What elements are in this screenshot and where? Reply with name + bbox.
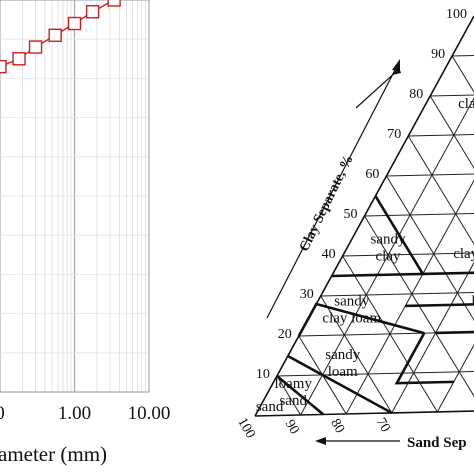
sand-gridline [429, 95, 474, 170]
sand-gridline [276, 375, 302, 416]
region-label-sand: sand [256, 399, 284, 415]
clay-tick-label: 80 [409, 87, 423, 102]
clay-tick-label: 90 [431, 47, 445, 62]
x-tick-label: 0 [0, 403, 5, 424]
clay-tick-label: 50 [344, 207, 358, 222]
clay-arrow-long [266, 59, 400, 319]
x-tick-label: 1.00 [58, 403, 91, 424]
clay-tick-label: 100 [446, 7, 467, 22]
grain-size-chart: 0 1.00 10.00 ameter (mm) [0, 0, 170, 466]
texture-boundary [331, 272, 423, 278]
clay-ticks: 10 20 30 40 50 60 70 80 90 100 [256, 7, 467, 382]
sand-gridline [364, 215, 474, 398]
texture-boundary [435, 330, 474, 335]
region-label-clay-2: clay [453, 246, 474, 262]
series-markers [0, 0, 121, 74]
sand-gridline [407, 135, 474, 246]
texture-boundaries [276, 195, 474, 416]
region-label-sandy-clay: clay [376, 249, 401, 265]
sand-tick-label: 90 [282, 417, 302, 437]
region-label-loamy-sand: sand [279, 393, 307, 409]
clay-gridline [386, 173, 474, 177]
region-labels: clasandyclayclaysandyclay loamloasandylo… [256, 96, 474, 415]
sand-ticks: 100 90 80 70 [234, 415, 393, 441]
clay-tick-label: 70 [387, 127, 401, 142]
region-label-sandy-clay-loam: sandy [334, 294, 369, 310]
data-point [0, 59, 7, 74]
region-label-sandy-clay: sandy [371, 232, 406, 248]
triangle-edge [254, 15, 474, 417]
region-label-sandy-loam: loam [328, 364, 358, 380]
texture-boundary [405, 303, 474, 308]
data-point [28, 40, 43, 54]
clay-gridline [276, 371, 474, 377]
triangle-edge [254, 410, 474, 417]
region-label-sandy-loam: sandy [325, 347, 360, 363]
clay-tick-label: 30 [300, 287, 314, 302]
clay-tick-label: 10 [256, 367, 270, 382]
clay-tick-label: 60 [365, 167, 379, 182]
texture-boundary [297, 302, 425, 337]
sand-axis-arrow [315, 437, 400, 445]
data-point [67, 16, 82, 31]
clay-tick-label: 20 [278, 327, 292, 342]
x-axis-label: ameter (mm) [0, 442, 107, 466]
x-tick-label: 10.00 [128, 403, 171, 424]
clay-gridline [320, 292, 474, 297]
clay-axis-label-group: Clay Separate, % [297, 153, 357, 254]
clay-arrow [355, 64, 401, 109]
plot-frame [0, 0, 150, 393]
texture-boundary [422, 271, 474, 276]
clay-gridline [452, 55, 474, 57]
texture-boundary [287, 354, 393, 415]
region-label-loamy-sand: loamy [274, 376, 312, 392]
silt-gridline [436, 343, 474, 413]
data-point [107, 0, 121, 7]
x-tick-labels: 0 1.00 10.00 [0, 403, 170, 424]
clay-tick-label: 40 [322, 247, 336, 262]
texture-boundary [374, 195, 424, 275]
clay-gridline [408, 134, 474, 137]
data-point [48, 28, 62, 42]
sand-axis-label: Sand Sep [407, 435, 467, 451]
soil-texture-triangle: 10 20 30 40 50 60 70 80 90 100 100 90 80 70 cla sandy… [234, 7, 474, 451]
sand-gridline [342, 255, 438, 413]
texture-boundary [394, 332, 454, 385]
clay-gridline [364, 213, 474, 217]
sand-gridline [320, 295, 393, 414]
clay-axis-label: Clay Separate, % [297, 153, 357, 254]
sand-tick-label: 100 [234, 415, 257, 441]
region-label-clay-loam: loa [471, 293, 474, 309]
clay-gridline [430, 94, 474, 97]
sand-tick-label: 80 [327, 416, 347, 436]
data-point [85, 5, 100, 19]
sand-tick-label: 70 [373, 415, 393, 435]
region-label-sandy-clay-loam: clay loam [322, 311, 381, 327]
texture-boundary [276, 374, 325, 416]
region-label-clay: cla [458, 96, 474, 112]
data-point [12, 52, 26, 66]
clay-gridline [298, 331, 474, 337]
